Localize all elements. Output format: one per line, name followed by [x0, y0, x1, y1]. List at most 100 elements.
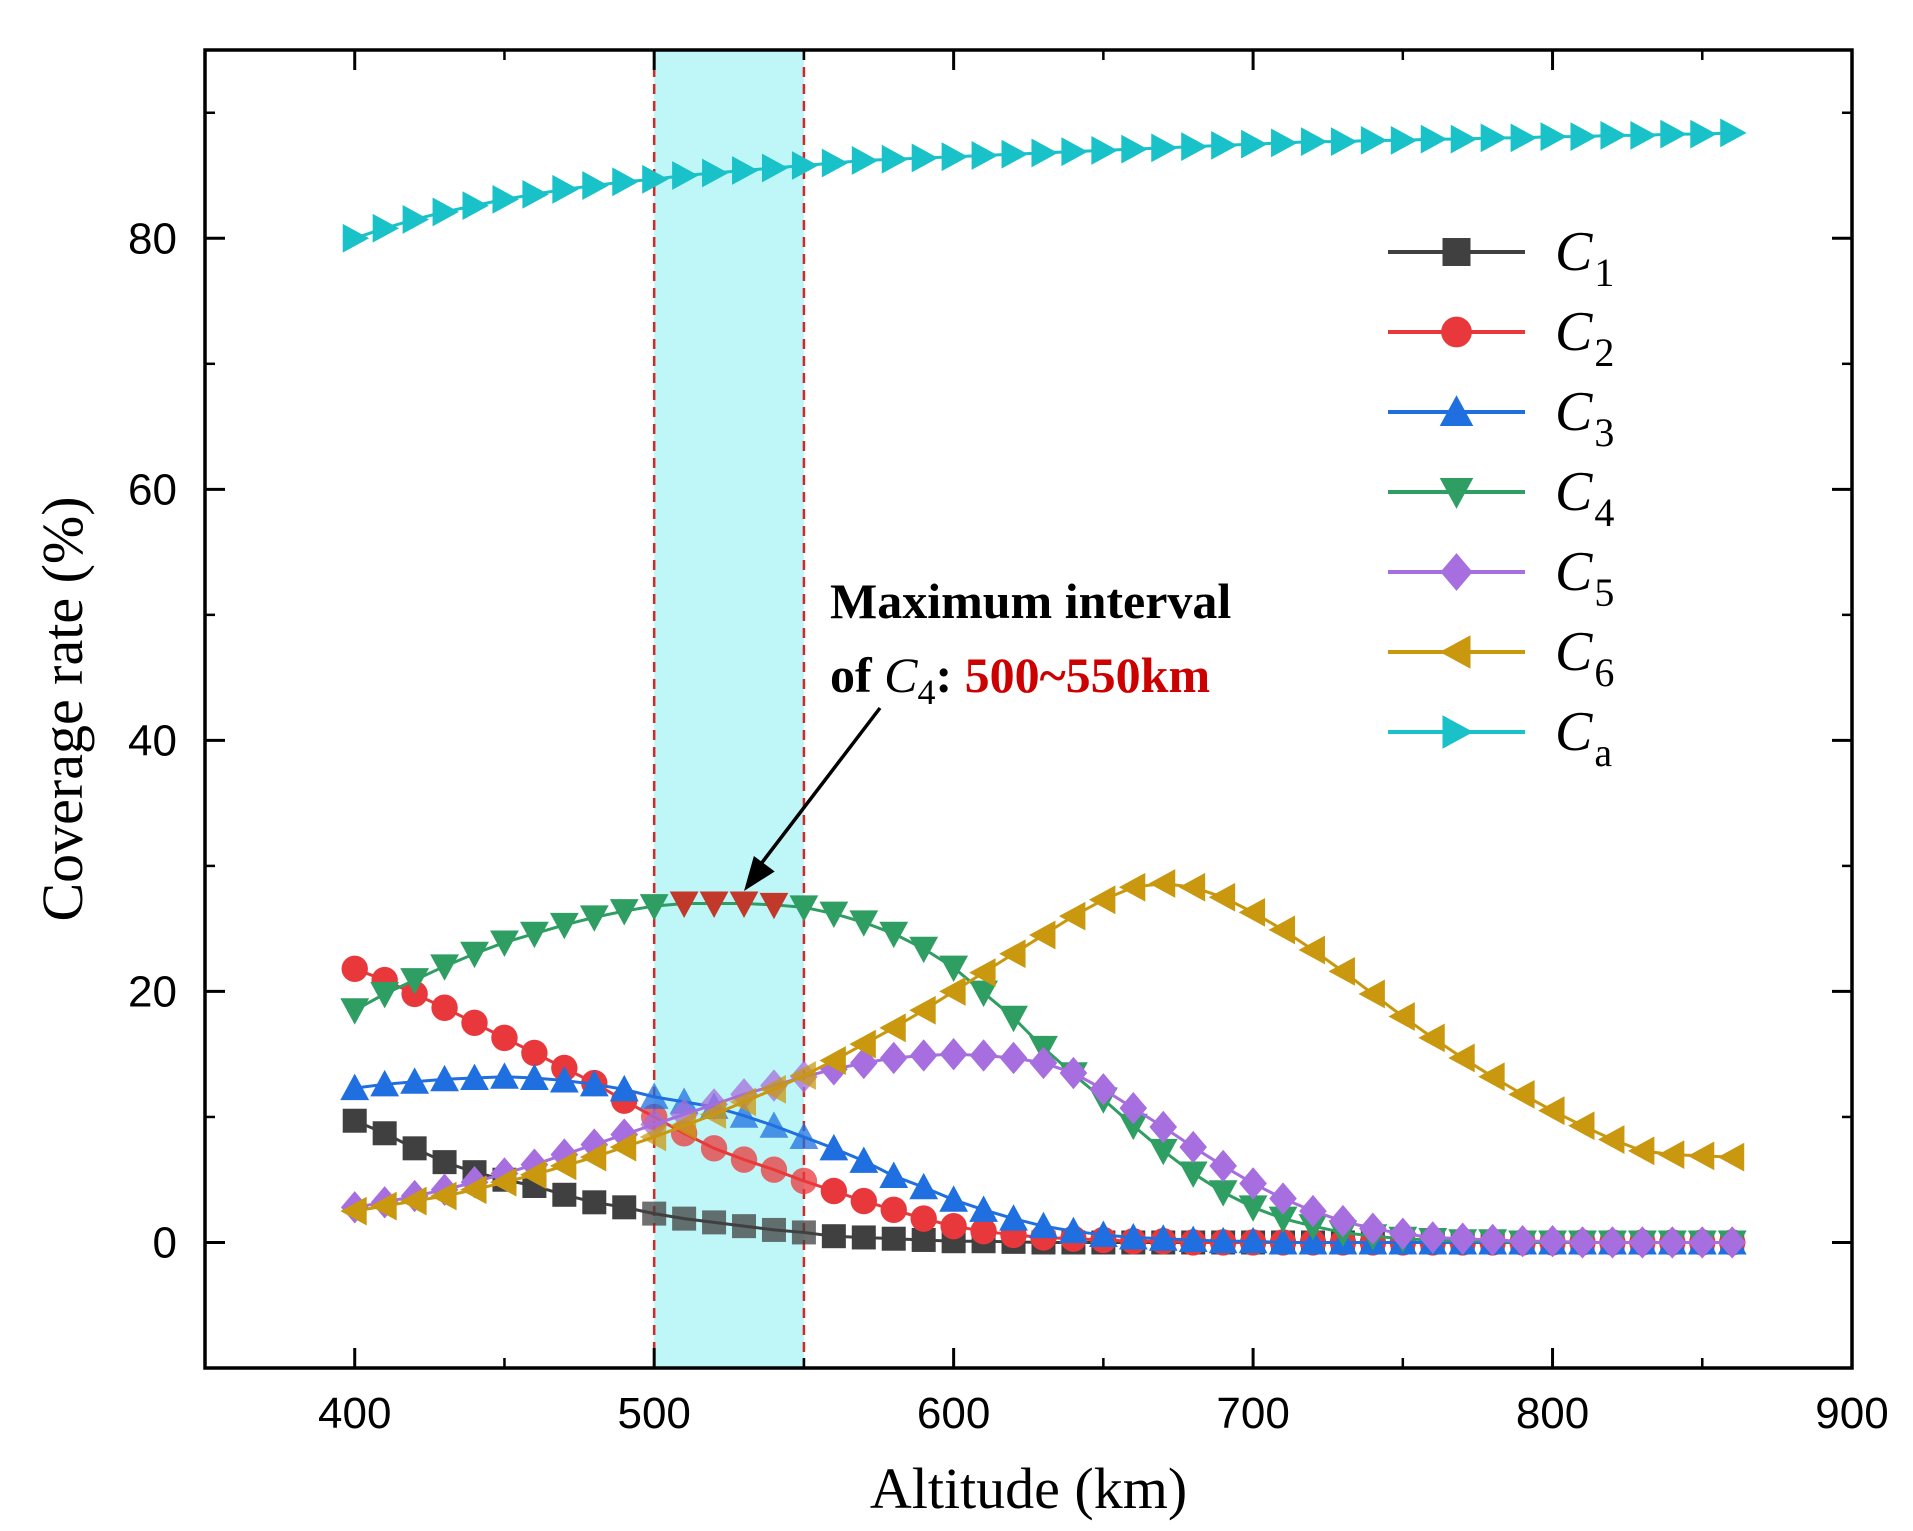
point-Ca-480: [582, 171, 609, 200]
x-tick-label-800: 800: [1516, 1389, 1589, 1438]
point-C6-540: [759, 1074, 786, 1104]
point-C5-830: [1628, 1226, 1657, 1259]
point-C3-590: [909, 1172, 939, 1200]
point-C6-610: [969, 958, 996, 987]
plot-border: [203, 48, 1854, 1370]
point-C5-610: [969, 1039, 998, 1072]
point-Ca-420: [402, 205, 430, 234]
point-Ca-850: [1690, 119, 1717, 149]
legend-label-C4: C4: [1555, 461, 1614, 535]
point-C2-540: [760, 1156, 788, 1183]
point-C5-750: [1389, 1217, 1417, 1250]
point-C2-400: [341, 955, 368, 983]
point-C4-550: [789, 895, 819, 922]
point-C6-760: [1418, 1023, 1445, 1053]
point-C2-450: [491, 1024, 518, 1052]
point-C4-430: [430, 954, 459, 981]
legend-label-C1: C1: [1555, 221, 1614, 295]
point-C5-640: [1059, 1056, 1088, 1090]
legend-label-C5: C5: [1555, 541, 1614, 615]
point-Ca-490: [612, 167, 639, 197]
annotation-arrow-line: [752, 706, 882, 875]
legend-marker-C4: [1439, 478, 1474, 509]
point-C6-700: [1238, 897, 1266, 927]
point-Ca-830: [1630, 120, 1657, 150]
legend-label-C3: C3: [1555, 381, 1614, 455]
highlight-band: [654, 50, 804, 1368]
point-C5-840: [1658, 1226, 1687, 1259]
point-C6-780: [1478, 1062, 1505, 1092]
point-C6-550: [789, 1061, 816, 1090]
series-layer: [340, 118, 1747, 1259]
point-C2-600: [940, 1212, 967, 1240]
point-C4-700: [1238, 1195, 1268, 1222]
point-C6-480: [579, 1142, 607, 1172]
point-C3-600: [939, 1185, 969, 1212]
point-C5-720: [1299, 1194, 1327, 1228]
point-C5-480: [580, 1128, 609, 1161]
point-C3-720: [1298, 1228, 1328, 1255]
point-Ca-520: [702, 158, 729, 188]
x-tick-label-900: 900: [1815, 1389, 1888, 1438]
point-C2-550: [790, 1167, 818, 1195]
legend-marker-C5: [1440, 553, 1473, 591]
point-C4-480: [579, 905, 609, 932]
point-C5-770: [1448, 1222, 1477, 1255]
point-Ca-630: [1031, 138, 1058, 168]
point-C1-500: [642, 1201, 667, 1226]
point-C4-450: [490, 930, 519, 957]
point-Ca-530: [732, 156, 759, 185]
legend-item-C4: C4: [1388, 461, 1614, 535]
point-C5-620: [999, 1041, 1028, 1075]
point-Ca-460: [522, 179, 549, 209]
point-C1-400: [342, 1108, 367, 1133]
legend-item-C3: C3: [1388, 381, 1614, 455]
point-C6-650: [1088, 885, 1116, 915]
point-C6-800: [1538, 1096, 1565, 1126]
point-C4-490: [609, 899, 639, 926]
point-C4-400: [340, 998, 370, 1025]
point-C5-570: [850, 1046, 878, 1080]
point-C1-590: [911, 1227, 936, 1252]
point-C6-860: [1717, 1142, 1745, 1172]
point-Ca-770: [1450, 124, 1478, 154]
point-Ca-510: [672, 161, 699, 190]
point-C6-670: [1148, 869, 1176, 898]
point-C1-520: [702, 1210, 727, 1235]
point-C6-640: [1059, 901, 1086, 931]
annotation-line2: of C4: 500~550km: [830, 647, 1210, 712]
point-C3-410: [370, 1069, 400, 1097]
point-C3-420: [400, 1067, 430, 1094]
point-C1-580: [881, 1226, 906, 1251]
y-axis-title: Coverage rate (%): [30, 496, 95, 921]
point-C6-530: [729, 1087, 757, 1117]
axis-ticks: 400 500 600 700 800 900 0 20 40 60 80: [128, 50, 1889, 1438]
legend-item-C2: C2: [1388, 301, 1614, 375]
legend-marker-C3: [1439, 395, 1474, 426]
x-tick-label-700: 700: [1216, 1389, 1289, 1438]
point-Ca-710: [1271, 128, 1298, 158]
point-C4-600: [939, 955, 969, 982]
point-C5-670: [1149, 1110, 1178, 1144]
x-tick-label-600: 600: [917, 1389, 990, 1438]
point-C5-760: [1418, 1221, 1447, 1254]
legend-label-C2: C2: [1555, 301, 1614, 375]
point-Ca-740: [1360, 125, 1388, 155]
point-C5-790: [1508, 1225, 1537, 1258]
point-Ca-780: [1480, 123, 1508, 153]
point-C5-710: [1269, 1182, 1297, 1215]
y-tick-label-0: 0: [153, 1218, 177, 1267]
point-Ca-430: [432, 197, 459, 227]
legend-item-Ca: Ca: [1388, 701, 1612, 775]
point-C2-580: [880, 1196, 907, 1224]
point-C4-410: [370, 981, 400, 1009]
point-C6-660: [1118, 872, 1146, 902]
point-Ca-650: [1091, 136, 1118, 165]
point-C3-630: [1029, 1211, 1058, 1239]
point-Ca-820: [1600, 120, 1627, 150]
point-C6-410: [370, 1191, 397, 1221]
point-C6-590: [909, 995, 936, 1025]
point-C4-540: [759, 892, 789, 920]
